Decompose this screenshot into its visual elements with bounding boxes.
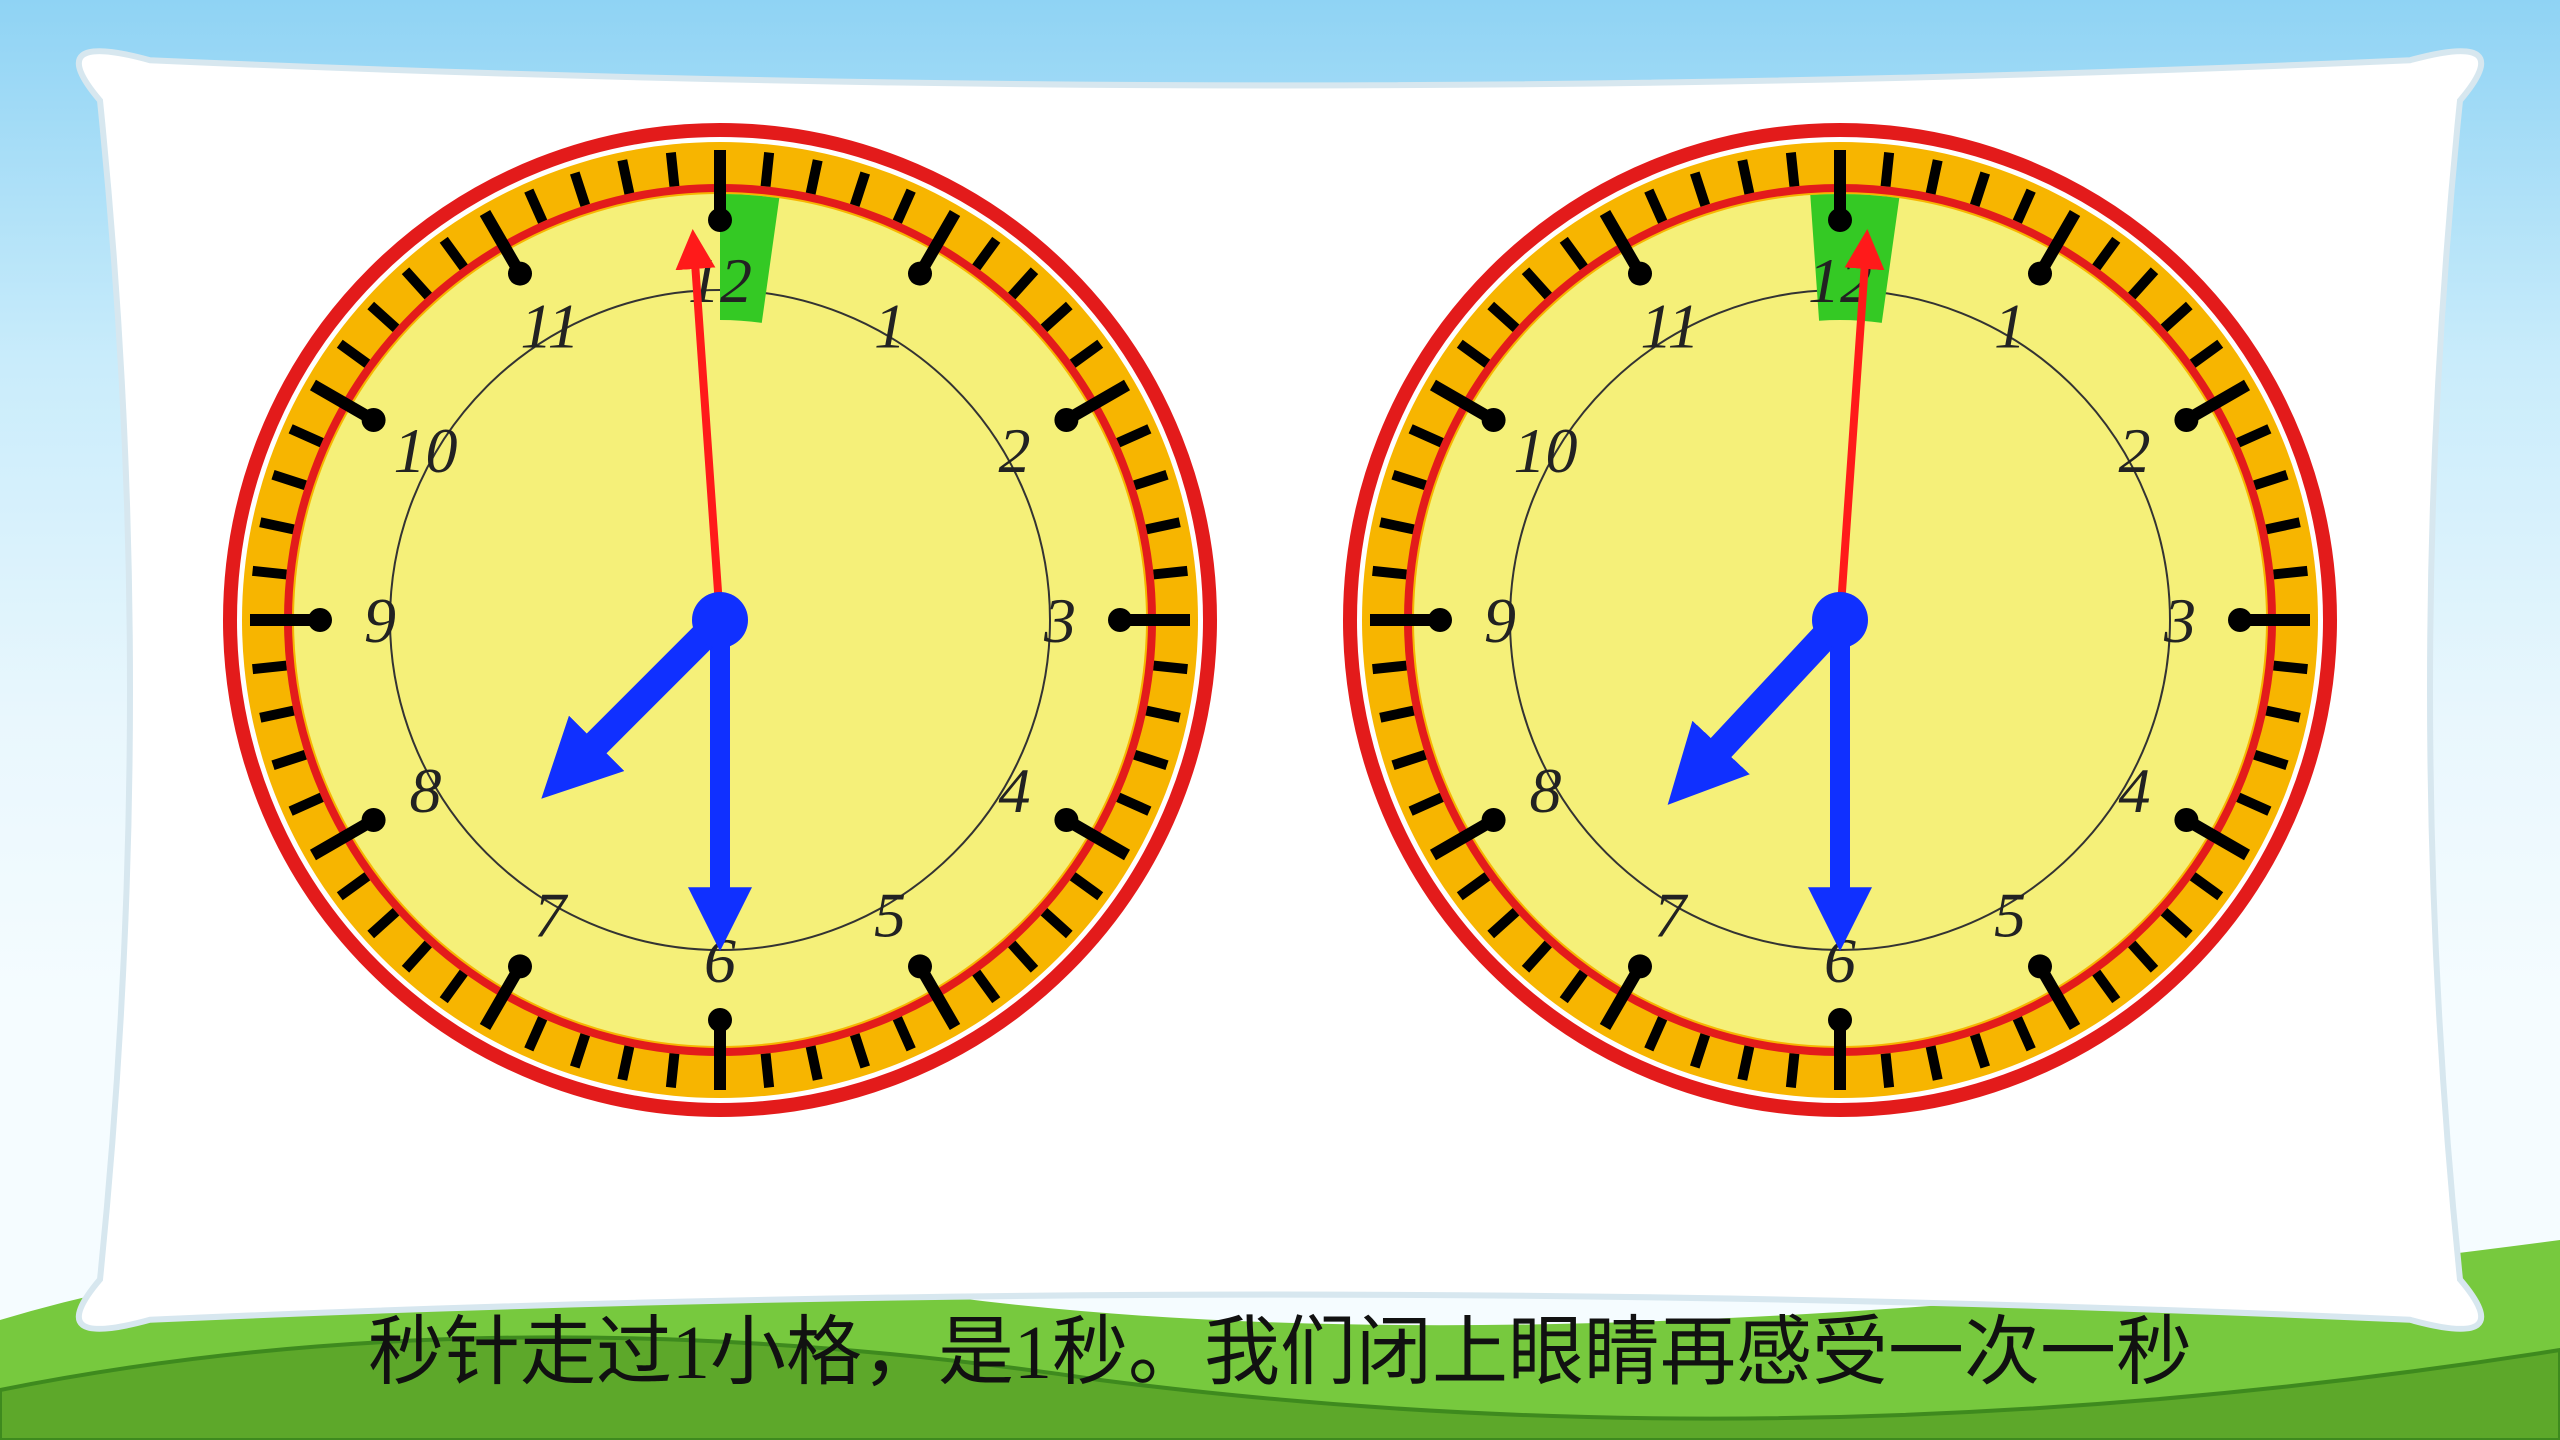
- svg-text:11: 11: [1640, 291, 1699, 362]
- svg-text:9: 9: [364, 585, 396, 656]
- slide-scene: 121234567891011 121234567891011 秒针走过1小格，…: [0, 0, 2560, 1440]
- clocks-row: 121234567891011 121234567891011: [0, 120, 2560, 1120]
- svg-text:2: 2: [998, 415, 1030, 486]
- clock-left: 121234567891011: [220, 120, 1220, 1120]
- svg-text:5: 5: [1994, 879, 2026, 950]
- svg-text:3: 3: [2163, 585, 2196, 656]
- svg-text:8: 8: [1530, 755, 1562, 826]
- svg-text:3: 3: [1043, 585, 1076, 656]
- svg-text:5: 5: [874, 879, 906, 950]
- svg-text:4: 4: [998, 755, 1030, 826]
- svg-text:1: 1: [1994, 291, 2026, 362]
- clock-right: 121234567891011: [1340, 120, 2340, 1120]
- svg-text:8: 8: [410, 755, 442, 826]
- svg-text:7: 7: [534, 879, 569, 950]
- svg-text:10: 10: [1514, 415, 1578, 486]
- svg-text:1: 1: [874, 291, 906, 362]
- svg-text:9: 9: [1484, 585, 1516, 656]
- svg-text:6: 6: [1824, 925, 1856, 996]
- svg-text:11: 11: [520, 291, 579, 362]
- svg-text:7: 7: [1654, 879, 1689, 950]
- svg-text:10: 10: [394, 415, 458, 486]
- svg-text:6: 6: [704, 925, 736, 996]
- svg-text:4: 4: [2118, 755, 2150, 826]
- svg-text:2: 2: [2118, 415, 2150, 486]
- caption-text: 秒针走过1小格，是1秒。我们闭上眼睛再感受一次一秒: [0, 1290, 2560, 1400]
